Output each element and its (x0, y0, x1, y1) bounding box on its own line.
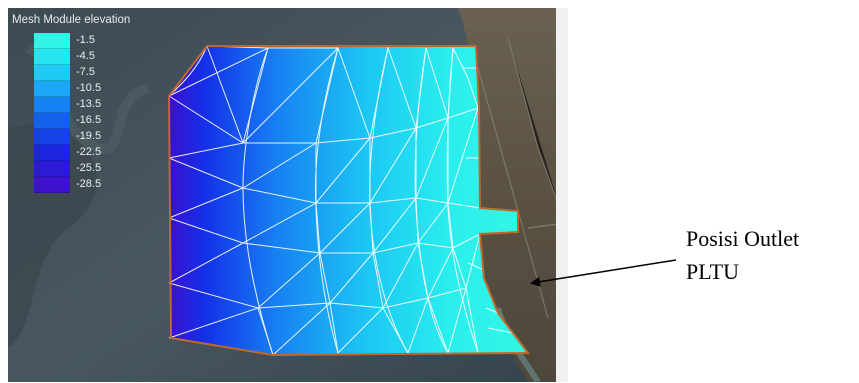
arrow-line (530, 259, 677, 287)
legend-swatch (34, 49, 70, 65)
legend-label: -1.5 (76, 34, 95, 46)
legend-swatch (34, 161, 70, 177)
legend-swatch (34, 81, 70, 97)
legend-row: -16.5 (34, 113, 164, 129)
legend-swatch (34, 145, 70, 161)
annotation-line-2: PLTU (686, 259, 739, 284)
annotation-line-1: Posisi Outlet (686, 226, 800, 251)
legend-swatch (34, 113, 70, 129)
legend-label: -10.5 (76, 82, 102, 94)
mesh-viewer[interactable]: Mesh Module elevation -1.5 -4.5 -7.5 -10.5 -… (8, 8, 568, 382)
legend-swatch (34, 65, 70, 81)
legend-row: -4.5 (34, 49, 164, 65)
legend-label: -4.5 (76, 50, 95, 62)
legend-label: -7.5 (76, 66, 95, 78)
legend-row: -28.5 (34, 177, 164, 193)
legend-label: -19.5 (76, 130, 102, 142)
legend-row: -1.5 (34, 33, 164, 49)
legend-label: -13.5 (76, 98, 102, 110)
road-line (477, 67, 549, 319)
legend-row: -22.5 (34, 145, 164, 161)
road-line (507, 37, 564, 219)
mesh-boundary (167, 45, 530, 357)
legend-row: -25.5 (34, 161, 164, 177)
legend-swatch (34, 177, 70, 193)
sea-texture (8, 124, 97, 348)
legend-row: -13.5 (34, 97, 164, 113)
legend-swatch (34, 97, 70, 113)
legend-label: -22.5 (76, 146, 102, 158)
frame-strip (556, 8, 568, 382)
legend-swatch (34, 33, 70, 49)
annotation-callout: Posisi Outlet PLTU (686, 222, 799, 288)
legend-label: -25.5 (76, 162, 102, 174)
legend-label: -16.5 (76, 114, 102, 126)
legend-label: -28.5 (76, 178, 102, 190)
legend-row: -10.5 (34, 81, 164, 97)
legend-row: -19.5 (34, 129, 164, 145)
legend-swatch (34, 129, 70, 145)
legend-title: Mesh Module elevation (12, 14, 131, 26)
mesh-map[interactable] (8, 8, 568, 382)
legend-row: -7.5 (34, 65, 164, 81)
